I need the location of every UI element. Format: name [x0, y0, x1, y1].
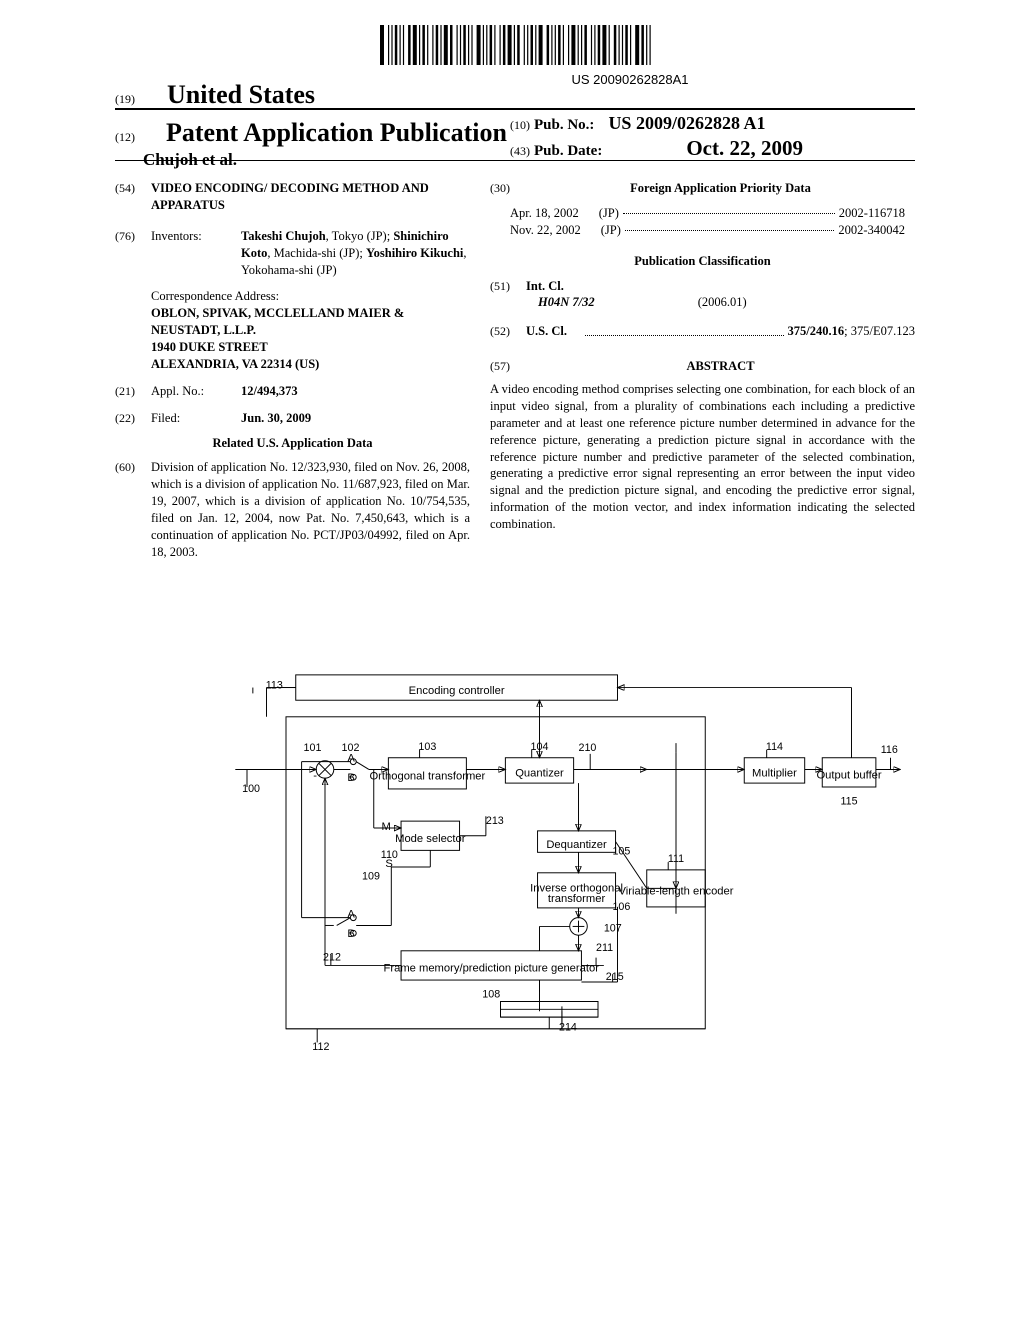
correspondence: Correspondence Address: OBLON, SPIVAK, M…	[151, 288, 470, 372]
code-10: (10)	[510, 118, 530, 132]
inventors-label: Inventors:	[151, 228, 241, 279]
svg-text:Mode selector: Mode selector	[395, 833, 466, 845]
intcl-class: H04N 7/32	[538, 295, 595, 309]
appl-no-label: Appl. No.:	[151, 383, 241, 400]
svg-text:Frame memory/prediction pictur: Frame memory/prediction picture generato…	[384, 963, 600, 975]
svg-text:210: 210	[579, 742, 597, 754]
svg-text:112: 112	[312, 1041, 329, 1053]
uscl-label: U.S. Cl.	[526, 323, 581, 340]
svg-text:-: -	[313, 770, 317, 782]
barcode	[380, 25, 880, 65]
field-60: (60) Division of application No. 12/323,…	[115, 459, 470, 560]
invention-title: VIDEO ENCODING/ DECODING METHOD AND APPA…	[151, 180, 470, 214]
svg-text:106: 106	[612, 901, 630, 913]
svg-text:101: 101	[304, 742, 322, 754]
pubclass-header: Publication Classification	[490, 253, 915, 270]
svg-text:Quantizer: Quantizer	[515, 768, 564, 780]
pubno: US 2009/0262828 A1	[608, 113, 765, 133]
field-54: (54) VIDEO ENCODING/ DECODING METHOD AND…	[115, 180, 470, 214]
intcl-label: Int. Cl.	[526, 278, 915, 295]
svg-text:108: 108	[482, 989, 500, 1001]
svg-text:Output buffer: Output buffer	[816, 770, 881, 782]
svg-text:109: 109	[362, 871, 380, 883]
svg-text:S: S	[385, 858, 392, 870]
related-text: Division of application No. 12/323,930, …	[151, 459, 470, 560]
related-header: Related U.S. Application Data	[115, 435, 470, 452]
abstract-text: A video encoding method comprises select…	[490, 381, 915, 533]
svg-text:100: 100	[242, 783, 260, 795]
code-19: (19)	[115, 92, 135, 106]
field-21: (21) Appl. No.: 12/494,373	[115, 383, 470, 400]
header-right: (10) Pub. No.: US 2009/0262828 A1 (43) P…	[510, 113, 803, 161]
svg-text:Multiplier: Multiplier	[752, 768, 797, 780]
field-22: (22) Filed: Jun. 30, 2009	[115, 410, 470, 427]
corr-label: Correspondence Address:	[151, 288, 470, 305]
abstract-header: ABSTRACT	[526, 358, 915, 375]
code-43: (43)	[510, 144, 530, 158]
svg-text:115: 115	[841, 796, 858, 808]
uscl-value: 375/240.16; 375/E07.123	[788, 323, 915, 340]
svg-text:116: 116	[881, 744, 898, 756]
svg-text:M: M	[382, 821, 391, 833]
svg-text:Orthogonal transformer: Orthogonal transformer	[369, 771, 485, 783]
field-51: (51) Int. Cl. H04N 7/32 (2006.01)	[490, 278, 915, 312]
svg-text:213: 213	[486, 815, 504, 827]
svg-text:212: 212	[323, 952, 341, 964]
svg-text:Encoding controller: Encoding controller	[409, 685, 505, 697]
intcl-year: (2006.01)	[698, 295, 747, 309]
header-left: (19) United States (12) Patent Applicati…	[115, 80, 507, 170]
svg-text:215: 215	[606, 971, 624, 983]
body-right: (30) Foreign Application Priority Data A…	[490, 180, 915, 533]
corr-street: 1940 DUKE STREET	[151, 339, 470, 356]
filed-label: Filed:	[151, 410, 241, 427]
svg-text:211: 211	[596, 942, 613, 954]
svg-text:103: 103	[418, 741, 436, 753]
filed-date: Jun. 30, 2009	[241, 410, 470, 427]
pubno-label: Pub. No.:	[534, 117, 594, 133]
pubdate-label: Pub. Date:	[534, 143, 602, 159]
field-52: (52) U.S. Cl. 375/240.16; 375/E07.123	[490, 323, 915, 340]
svg-text:114: 114	[766, 741, 783, 753]
field-30: (30) Foreign Application Priority Data	[490, 180, 915, 197]
block-diagram: Encoding controller 113 Orthogonal transfo…	[130, 655, 910, 1075]
appl-no: 12/494,373	[241, 383, 470, 400]
code-12: (12)	[115, 130, 135, 144]
foreign-row: Nov. 22, 2002(JP)2002-340042	[490, 222, 915, 239]
foreign-header: Foreign Application Priority Data	[526, 180, 915, 197]
foreign-rows: Apr. 18, 2002(JP)2002-116718Nov. 22, 200…	[490, 205, 915, 239]
field-57: (57) ABSTRACT	[490, 358, 915, 375]
body-left: (54) VIDEO ENCODING/ DECODING METHOD AND…	[115, 180, 470, 567]
corr-name: OBLON, SPIVAK, MCCLELLAND MAIER & NEUSTA…	[151, 305, 470, 339]
svg-text:Dequantizer: Dequantizer	[546, 839, 607, 851]
svg-text:transformer: transformer	[548, 893, 606, 905]
rule-bottom	[115, 160, 915, 161]
doc-title: Patent Application Publication	[166, 118, 507, 147]
pubdate: Oct. 22, 2009	[686, 136, 803, 160]
svg-text:107: 107	[604, 922, 622, 934]
inventors: Takeshi Chujoh, Tokyo (JP); Shinichiro K…	[241, 228, 470, 279]
svg-text:113: 113	[266, 680, 283, 692]
field-76: (76) Inventors: Takeshi Chujoh, Tokyo (J…	[115, 228, 470, 279]
country: United States	[167, 80, 315, 109]
barcode-section: US 20090262828A1	[380, 25, 880, 87]
corr-city: ALEXANDRIA, VA 22314 (US)	[151, 356, 470, 373]
